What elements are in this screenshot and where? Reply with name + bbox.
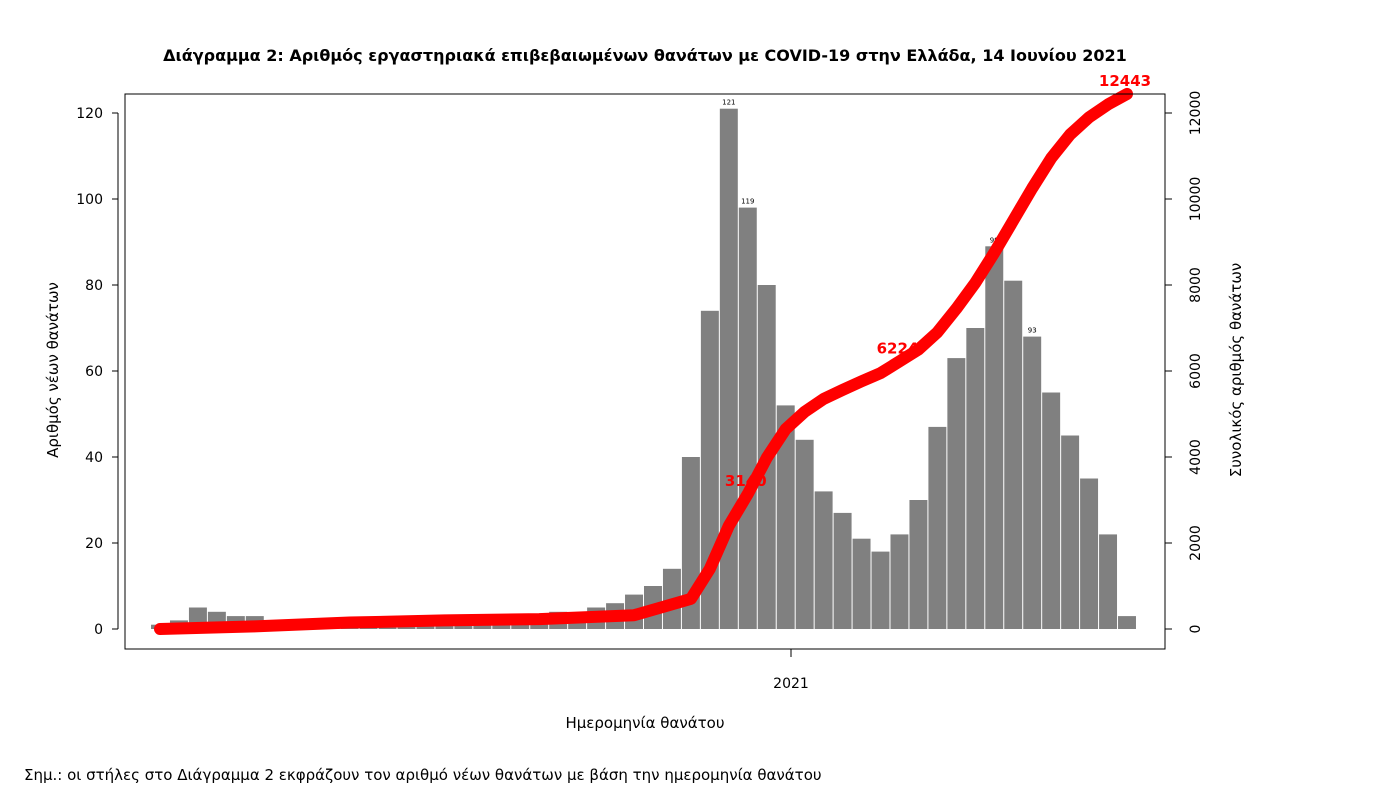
bar xyxy=(435,624,454,629)
bar xyxy=(985,246,1004,630)
bar-value-label: 121 xyxy=(722,99,735,107)
y2-tick-label: 4000 xyxy=(1188,439,1204,475)
bar xyxy=(909,500,928,629)
bar xyxy=(852,538,871,629)
bar xyxy=(1099,534,1118,629)
bar xyxy=(1023,336,1042,629)
y-tick-label: 100 xyxy=(76,192,103,208)
cumulative-deaths-line xyxy=(154,87,1133,635)
bar xyxy=(719,108,738,629)
cumulative-value-label: 3140 xyxy=(725,472,767,490)
y2-tick-label: 10000 xyxy=(1188,177,1204,222)
x-axis-label: Ημερομηνία θανάτου xyxy=(565,714,724,732)
bar xyxy=(776,405,795,629)
y-tick-label: 20 xyxy=(85,536,103,552)
footnote: Σημ.: οι στήλες στο Διάγραμμα 2 εκφράζου… xyxy=(24,766,822,784)
bar xyxy=(454,624,473,629)
bar xyxy=(1080,478,1099,629)
bar-value-label: 99 xyxy=(990,236,999,244)
y2-axis-label: Συνολικός αριθμός θανάτων xyxy=(1227,263,1245,478)
bar xyxy=(833,512,852,629)
cumulative-value-label: 6224 xyxy=(877,339,919,357)
bar xyxy=(492,624,511,629)
chart-title: Διάγραμμα 2: Αριθμός εργαστηριακά επιβεβ… xyxy=(163,46,1127,65)
y-tick-label: 60 xyxy=(85,364,103,380)
bar xyxy=(795,439,814,629)
bar xyxy=(947,358,966,629)
y2-tick-label: 0 xyxy=(1188,625,1204,634)
bar xyxy=(890,534,909,629)
x-tick-label: 2021 xyxy=(773,676,809,692)
bar xyxy=(1042,392,1061,629)
y-tick-label: 0 xyxy=(94,622,103,638)
y2-tick-label: 6000 xyxy=(1188,353,1204,389)
y-tick-label: 80 xyxy=(85,278,103,294)
y2-tick-label: 2000 xyxy=(1188,525,1204,561)
bar-value-label: 119 xyxy=(741,198,754,206)
y-tick-label: 40 xyxy=(85,450,103,466)
bar-value-label: 93 xyxy=(1028,327,1037,335)
y-axis-label: Αριθμός νέων θανάτων xyxy=(44,282,62,458)
bar xyxy=(871,551,890,629)
y-axis-left: 0 20 40 60 80 100 120 xyxy=(76,106,119,638)
bar xyxy=(416,624,435,629)
bar xyxy=(966,328,985,629)
bar xyxy=(1004,280,1023,629)
y2-tick-label: 8000 xyxy=(1188,267,1204,303)
cumulative-point-labels: 3140 6224 12443 xyxy=(725,72,1151,490)
bar xyxy=(1061,435,1080,629)
daily-bars xyxy=(151,108,1136,630)
y2-tick-label: 12000 xyxy=(1188,91,1204,136)
bar xyxy=(928,426,947,629)
x-axis: 2021 xyxy=(773,649,809,692)
bar xyxy=(738,207,757,629)
bar-value-labels: 121 119 99 93 xyxy=(722,99,1037,335)
y-axis-right: 0 2000 4000 6000 8000 10000 12000 xyxy=(1164,91,1204,634)
chart: Διάγραμμα 2: Αριθμός εργαστηριακά επιβεβ… xyxy=(44,46,1245,732)
bar xyxy=(1118,616,1136,629)
bar xyxy=(814,491,833,629)
y-tick-label: 120 xyxy=(76,106,103,122)
bar xyxy=(473,624,492,629)
cumulative-value-label: 12443 xyxy=(1099,72,1151,90)
